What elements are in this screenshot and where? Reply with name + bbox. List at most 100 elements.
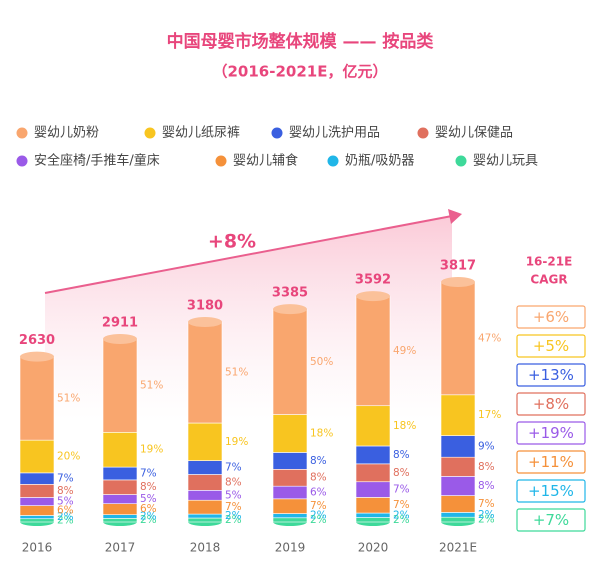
legend-swatch — [271, 127, 283, 139]
segment-label: 2% — [393, 509, 410, 521]
bar-segment — [272, 308, 308, 415]
bar-segment — [102, 518, 138, 523]
total-label: 3180 — [187, 299, 223, 314]
segment-label: 6% — [57, 505, 74, 517]
bar-segment — [355, 295, 391, 407]
bar-segment — [19, 518, 55, 523]
segment-label: 49% — [393, 345, 416, 357]
segment-label: 8% — [393, 467, 410, 479]
segment-label: 51% — [57, 392, 80, 404]
legend-swatch — [144, 127, 156, 139]
bar-segment — [187, 474, 223, 491]
total-label: 2911 — [102, 315, 138, 330]
legend-swatch — [327, 155, 339, 167]
cagr-box — [516, 450, 586, 474]
bar-segment — [355, 497, 391, 514]
bar-segment — [187, 517, 223, 523]
segment-label: 7% — [140, 467, 157, 479]
x-tick-label: 2016 — [22, 541, 53, 555]
legend-swatch — [455, 155, 467, 167]
segment-label: 20% — [57, 451, 80, 463]
growth-arrow — [44, 215, 453, 294]
legend-label: 奶瓶/吸奶器 — [345, 154, 414, 169]
cagr-box — [516, 334, 586, 358]
bar-segment — [355, 481, 391, 498]
bar-segment — [187, 499, 223, 515]
bar-segment — [19, 505, 55, 516]
segment-label: 5% — [140, 493, 157, 505]
cagr-box — [516, 363, 586, 387]
cagr-box — [516, 508, 586, 532]
total-label: 3817 — [440, 259, 476, 274]
segment-label: 7% — [57, 473, 74, 485]
cylinder-cap — [20, 351, 54, 362]
bar-segment — [355, 405, 391, 447]
segment-label: 51% — [225, 367, 248, 379]
segment-label: 7% — [310, 500, 327, 512]
bar-segment — [187, 321, 223, 424]
legend-swatch — [215, 155, 227, 167]
total-label: 2630 — [19, 333, 55, 348]
cagr-label: +13% — [528, 366, 574, 384]
cagr-label: +19% — [528, 424, 574, 442]
chart-title: 中国母婴市场整体规模 —— 按品类 — [167, 31, 435, 52]
segment-label: 8% — [478, 461, 495, 473]
segment-label: 2% — [225, 510, 242, 522]
bar-segment — [355, 517, 391, 523]
cagr-title: 16-21E — [526, 255, 573, 269]
legend-label: 婴幼儿玩具 — [473, 154, 538, 169]
bar-segment — [19, 472, 55, 485]
segment-label: 2% — [478, 509, 495, 521]
legend-swatch — [417, 127, 429, 139]
segment-label: 47% — [478, 332, 501, 344]
cagr-box — [516, 479, 586, 503]
bar-segment — [272, 469, 308, 487]
cagr-label: +15% — [528, 482, 574, 500]
legend-label: 安全座椅/手推车/童床 — [34, 153, 160, 169]
bar-segment — [440, 512, 476, 518]
bar-segment — [440, 394, 476, 436]
segment-label: 2% — [57, 514, 74, 526]
segment-label: 7% — [393, 499, 410, 511]
bar-segment — [440, 281, 476, 396]
growth-band — [45, 216, 452, 420]
cagr-box — [516, 421, 586, 445]
cylinder-cap — [273, 304, 307, 315]
segment-label: 2% — [393, 514, 410, 526]
bar-segment — [187, 422, 223, 461]
segment-label: 7% — [225, 462, 242, 474]
bar-segment — [272, 498, 308, 514]
segment-label: 8% — [140, 481, 157, 493]
segment-label: 2% — [478, 514, 495, 526]
cylinder-cap — [356, 291, 390, 302]
segment-label: 19% — [225, 436, 248, 448]
bar-segment — [19, 497, 55, 506]
bar-segment — [272, 414, 308, 453]
bar-segment — [440, 516, 476, 523]
total-label: 3385 — [272, 286, 308, 301]
cylinder-cap — [103, 333, 137, 344]
bar-segment — [102, 466, 138, 481]
x-tick-label: 2020 — [358, 541, 389, 555]
bar-segment — [272, 485, 308, 500]
total-label: 3592 — [355, 273, 391, 288]
bar-segment — [355, 463, 391, 483]
segment-label: 8% — [310, 472, 327, 484]
segment-label: 8% — [310, 455, 327, 467]
segment-label: 19% — [140, 444, 163, 456]
cagr-label: +6% — [533, 308, 569, 326]
chart-subtitle: （2016-2021E，亿元） — [213, 63, 388, 81]
cylinder-cap — [441, 277, 475, 287]
bar-segment — [102, 479, 138, 495]
segment-label: 2% — [225, 514, 242, 526]
segment-label: 7% — [225, 501, 242, 513]
bar-segment — [355, 445, 391, 465]
bar-segment — [19, 439, 55, 474]
cagr-title: CAGR — [530, 273, 567, 287]
bar-segment — [187, 513, 223, 519]
legend-swatch — [16, 127, 28, 139]
x-tick-label: 2019 — [275, 541, 306, 555]
segment-label: 51% — [140, 380, 163, 392]
bar-segment — [355, 512, 391, 518]
